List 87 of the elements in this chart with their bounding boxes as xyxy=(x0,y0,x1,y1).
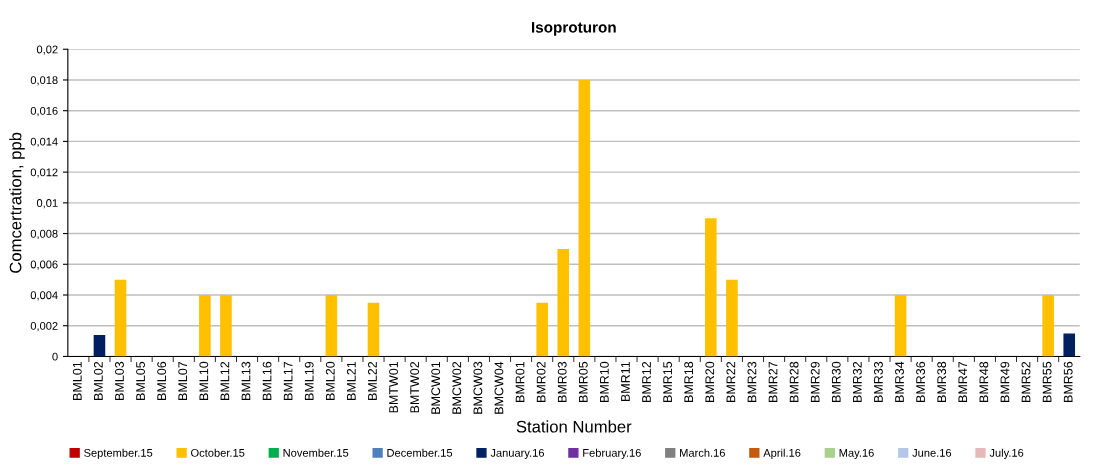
x-tick-label: BMTW02 xyxy=(410,361,420,413)
x-tick-label: BMR15 xyxy=(663,361,673,402)
x-tick-label: BMTW01 xyxy=(389,361,398,413)
x-tick-label: BMR34 xyxy=(895,361,904,402)
x-tick-label: BMR52 xyxy=(1021,361,1031,402)
x-tick-label: BML16 xyxy=(262,361,272,400)
x-tick-label: BML02 xyxy=(93,361,103,400)
legend-label: January.16 xyxy=(490,448,545,459)
y-tick-label: 0,01 xyxy=(36,199,58,209)
x-tick-label: BMR11 xyxy=(621,361,630,402)
y-tick-label: 0 xyxy=(52,352,58,361)
x-tick-label: BMCW01 xyxy=(431,361,441,414)
y-tick-label: 0,004 xyxy=(30,291,58,301)
legend-label: May.16 xyxy=(839,448,874,459)
x-tick-label: BML03 xyxy=(115,361,124,400)
y-tick-label: 0,014 xyxy=(30,137,58,147)
x-tick-label: BMR38 xyxy=(937,361,947,402)
x-tick-label: BMR47 xyxy=(958,361,968,402)
bar xyxy=(114,279,127,357)
x-tick-label: BML20 xyxy=(325,361,335,400)
legend-label: September.15 xyxy=(84,448,153,459)
x-tick-label: BMR32 xyxy=(852,361,862,402)
y-tick-label: 0,018 xyxy=(30,76,58,86)
x-tick-label: BML05 xyxy=(136,361,145,400)
bar xyxy=(894,295,907,357)
legend-label: November.15 xyxy=(283,448,349,457)
x-tick-label: BML07 xyxy=(178,361,188,400)
bar xyxy=(325,295,338,357)
x-tick-label: BML12 xyxy=(220,361,230,400)
y-tick-label: 0,006 xyxy=(30,260,58,270)
x-tick-label: BML17 xyxy=(283,361,293,400)
x-tick-label: BMR03 xyxy=(557,361,567,402)
bar xyxy=(220,295,232,357)
y-tick-label: 0,002 xyxy=(30,321,58,332)
x-tick-label: BMR48 xyxy=(979,361,989,402)
x-tick-label: BMR55 xyxy=(1042,361,1052,402)
bar xyxy=(93,334,106,357)
x-tick-label: BMR27 xyxy=(768,361,778,402)
bar xyxy=(705,218,717,357)
x-tick-label: BMR20 xyxy=(705,361,715,402)
x-tick-label: BMCW04 xyxy=(494,361,504,414)
legend-label: July.16 xyxy=(989,448,1024,459)
x-tick-label: BMCW03 xyxy=(473,361,483,414)
bar xyxy=(199,295,211,357)
x-tick-label: BMR12 xyxy=(642,361,651,402)
x-tick-label: BMR56 xyxy=(1063,361,1073,402)
bar xyxy=(1063,333,1076,357)
x-tick-label: BMR22 xyxy=(726,361,736,402)
x-axis-title: Station Number xyxy=(516,420,632,433)
bar xyxy=(726,279,738,357)
x-tick-label: BMR28 xyxy=(789,361,799,402)
bar xyxy=(536,302,548,357)
x-tick-label: BML01 xyxy=(72,361,82,400)
legend-label: February.16 xyxy=(583,448,641,459)
x-tick-label: BML06 xyxy=(157,361,167,400)
x-tick-label: BMR36 xyxy=(916,361,926,402)
x-tick-label: BML13 xyxy=(241,361,251,400)
x-tick-label: BMR02 xyxy=(536,361,546,402)
x-tick-label: BML19 xyxy=(304,361,314,400)
x-tick-label: BML10 xyxy=(199,361,209,400)
chart-title: Isoproturon xyxy=(531,22,616,36)
bar xyxy=(557,248,570,357)
x-tick-label: BMR29 xyxy=(810,361,820,402)
x-tick-label: BMR01 xyxy=(515,361,525,402)
legend-label: December.15 xyxy=(387,448,453,457)
legend-label: March.16 xyxy=(680,448,725,457)
x-tick-label: BMR18 xyxy=(684,361,694,402)
x-tick-label: BMR10 xyxy=(599,361,609,402)
y-tick-label: 0,012 xyxy=(30,168,58,178)
x-tick-label: BMR30 xyxy=(831,361,841,402)
bar xyxy=(578,79,591,357)
x-tick-label: BMR05 xyxy=(578,361,588,402)
legend-label: June.16 xyxy=(912,448,952,457)
x-tick-label: BMR49 xyxy=(1000,361,1010,402)
y-axis-title: Comcertration, ppb xyxy=(9,132,25,273)
y-tick-label: 0,016 xyxy=(30,106,58,117)
x-tick-label: BML21 xyxy=(346,361,356,400)
x-tick-label: BMR23 xyxy=(747,361,757,402)
bar xyxy=(1042,295,1054,357)
x-tick-label: BMCW02 xyxy=(452,361,462,414)
legend-label: April.16 xyxy=(763,448,801,459)
x-tick-label: BMR33 xyxy=(874,361,883,402)
y-tick-label: 0,008 xyxy=(30,229,58,240)
bar xyxy=(367,302,380,357)
x-tick-label: BML22 xyxy=(368,361,377,400)
legend-label: October.15 xyxy=(191,448,245,457)
y-tick-label: 0,02 xyxy=(36,45,58,55)
